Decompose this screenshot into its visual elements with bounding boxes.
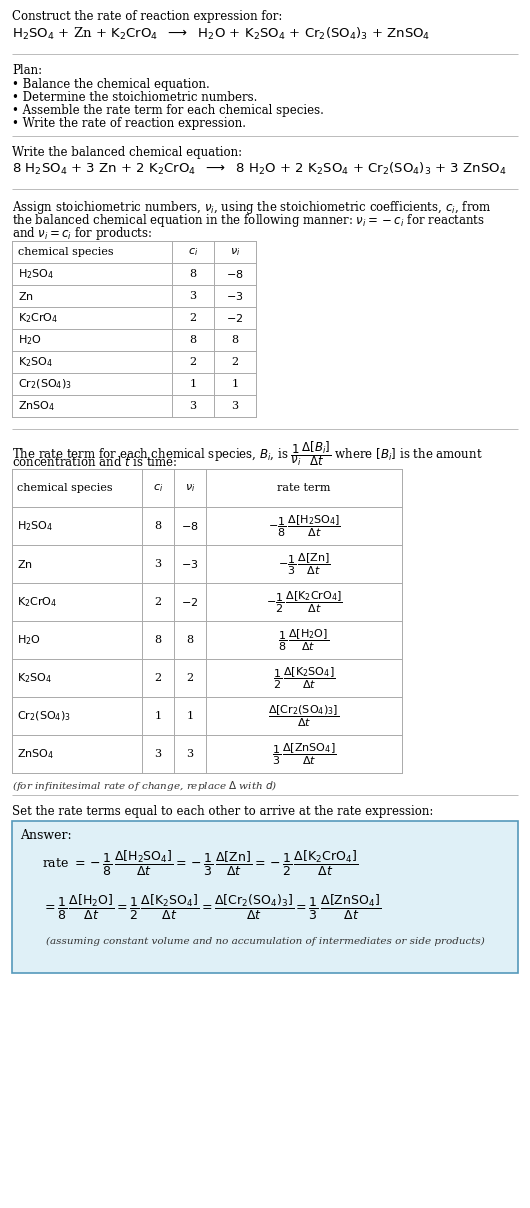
Text: 1: 1 — [187, 712, 193, 721]
Text: 2: 2 — [232, 358, 239, 367]
Text: $c_i$: $c_i$ — [188, 246, 198, 257]
Text: chemical species: chemical species — [17, 483, 112, 493]
Text: $-8$: $-8$ — [181, 519, 199, 532]
Text: $\mathrm{H_2SO_4}$ + Zn + $\mathrm{K_2CrO_4}$  $\longrightarrow$  $\mathrm{H_2O}: $\mathrm{H_2SO_4}$ + Zn + $\mathrm{K_2Cr… — [12, 27, 430, 42]
Text: $\dfrac{1}{8}\,\dfrac{\Delta[\mathrm{H_2O}]}{\Delta t}$: $\dfrac{1}{8}\,\dfrac{\Delta[\mathrm{H_2… — [278, 627, 330, 652]
Text: • Assemble the rate term for each chemical species.: • Assemble the rate term for each chemic… — [12, 104, 324, 117]
Text: $-2$: $-2$ — [226, 312, 244, 324]
Text: $\mathrm{Cr_2(SO_4)_3}$: $\mathrm{Cr_2(SO_4)_3}$ — [17, 709, 71, 722]
Text: $\mathrm{Zn}$: $\mathrm{Zn}$ — [18, 290, 34, 302]
Text: $\mathrm{ZnSO_4}$: $\mathrm{ZnSO_4}$ — [17, 747, 54, 761]
Text: 3: 3 — [154, 749, 162, 759]
Text: 2: 2 — [154, 597, 162, 606]
Text: rate $= -\dfrac{1}{8}\,\dfrac{\Delta[\mathrm{H_2SO_4}]}{\Delta t}= -\dfrac{1}{3}: rate $= -\dfrac{1}{8}\,\dfrac{\Delta[\ma… — [42, 849, 358, 878]
Text: $\mathrm{H_2SO_4}$: $\mathrm{H_2SO_4}$ — [18, 267, 54, 281]
Text: $\dfrac{1}{2}\,\dfrac{\Delta[\mathrm{K_2SO_4}]}{\Delta t}$: $\dfrac{1}{2}\,\dfrac{\Delta[\mathrm{K_2… — [273, 666, 335, 691]
Text: $\mathrm{ZnSO_4}$: $\mathrm{ZnSO_4}$ — [18, 399, 55, 413]
Text: $-2$: $-2$ — [181, 596, 199, 608]
Text: 1: 1 — [232, 379, 239, 389]
Text: $\mathrm{K_2CrO_4}$: $\mathrm{K_2CrO_4}$ — [17, 596, 57, 609]
Text: $-\dfrac{1}{8}\,\dfrac{\Delta[\mathrm{H_2SO_4}]}{\Delta t}$: $-\dfrac{1}{8}\,\dfrac{\Delta[\mathrm{H_… — [268, 513, 340, 539]
Text: concentration and $t$ is time:: concentration and $t$ is time: — [12, 455, 178, 469]
Text: and $\nu_i = c_i$ for products:: and $\nu_i = c_i$ for products: — [12, 225, 153, 242]
Text: • Balance the chemical equation.: • Balance the chemical equation. — [12, 79, 210, 91]
Text: $\mathrm{K_2CrO_4}$: $\mathrm{K_2CrO_4}$ — [18, 312, 58, 325]
Text: 8: 8 — [232, 335, 239, 345]
Text: (assuming constant volume and no accumulation of intermediates or side products): (assuming constant volume and no accumul… — [46, 937, 484, 946]
Text: • Write the rate of reaction expression.: • Write the rate of reaction expression. — [12, 117, 246, 130]
Text: Construct the rate of reaction expression for:: Construct the rate of reaction expressio… — [12, 10, 282, 23]
Text: $= \dfrac{1}{8}\,\dfrac{\Delta[\mathrm{H_2O}]}{\Delta t}= \dfrac{1}{2}\,\dfrac{\: $= \dfrac{1}{8}\,\dfrac{\Delta[\mathrm{H… — [42, 893, 381, 922]
Text: $\mathrm{H_2SO_4}$: $\mathrm{H_2SO_4}$ — [17, 519, 53, 533]
Text: 3: 3 — [154, 559, 162, 569]
Text: Assign stoichiometric numbers, $\nu_i$, using the stoichiometric coefficients, $: Assign stoichiometric numbers, $\nu_i$, … — [12, 199, 492, 216]
Text: 8: 8 — [187, 635, 193, 645]
Text: 8: 8 — [154, 521, 162, 532]
Text: $\mathrm{K_2SO_4}$: $\mathrm{K_2SO_4}$ — [18, 355, 53, 368]
Text: (for infinitesimal rate of change, replace $\Delta$ with $d$): (for infinitesimal rate of change, repla… — [12, 779, 277, 792]
Text: 3: 3 — [232, 401, 239, 411]
Text: • Determine the stoichiometric numbers.: • Determine the stoichiometric numbers. — [12, 91, 258, 104]
Text: rate term: rate term — [277, 483, 331, 493]
Text: $\dfrac{\Delta[\mathrm{Cr_2(SO_4)_3}]}{\Delta t}$: $\dfrac{\Delta[\mathrm{Cr_2(SO_4)_3}]}{\… — [268, 703, 340, 728]
Text: $\mathrm{Zn}$: $\mathrm{Zn}$ — [17, 558, 33, 570]
Text: $c_i$: $c_i$ — [153, 482, 163, 494]
Text: 1: 1 — [154, 712, 162, 721]
Text: 2: 2 — [154, 673, 162, 683]
Text: 3: 3 — [187, 749, 193, 759]
Text: $-3$: $-3$ — [181, 558, 199, 570]
Text: $8\ \mathrm{H_2SO_4}$ + $3\ \mathrm{Zn}$ + $2\ \mathrm{K_2CrO_4}$  $\longrightar: $8\ \mathrm{H_2SO_4}$ + $3\ \mathrm{Zn}$… — [12, 161, 507, 178]
Text: $\mathrm{Cr_2(SO_4)_3}$: $\mathrm{Cr_2(SO_4)_3}$ — [18, 377, 72, 391]
Text: Set the rate terms equal to each other to arrive at the rate expression:: Set the rate terms equal to each other t… — [12, 805, 434, 818]
FancyBboxPatch shape — [12, 821, 518, 972]
Text: The rate term for each chemical species, $B_i$, is $\dfrac{1}{\nu_i}\dfrac{\Delt: The rate term for each chemical species,… — [12, 439, 483, 467]
Text: Plan:: Plan: — [12, 64, 42, 77]
Text: $\mathrm{H_2O}$: $\mathrm{H_2O}$ — [18, 333, 42, 347]
Text: 8: 8 — [189, 269, 197, 279]
Text: $\dfrac{1}{3}\,\dfrac{\Delta[\mathrm{ZnSO_4}]}{\Delta t}$: $\dfrac{1}{3}\,\dfrac{\Delta[\mathrm{ZnS… — [272, 742, 336, 767]
Text: the balanced chemical equation in the following manner: $\nu_i = -c_i$ for react: the balanced chemical equation in the fo… — [12, 211, 485, 230]
Text: $\nu_i$: $\nu_i$ — [185, 482, 195, 494]
Text: Answer:: Answer: — [20, 829, 72, 842]
Text: $-8$: $-8$ — [226, 268, 244, 280]
Text: Write the balanced chemical equation:: Write the balanced chemical equation: — [12, 146, 242, 159]
Text: $\nu_i$: $\nu_i$ — [230, 246, 240, 257]
Text: $-\dfrac{1}{2}\,\dfrac{\Delta[\mathrm{K_2CrO_4}]}{\Delta t}$: $-\dfrac{1}{2}\,\dfrac{\Delta[\mathrm{K_… — [266, 590, 342, 615]
Text: $-\dfrac{1}{3}\,\dfrac{\Delta[\mathrm{Zn}]}{\Delta t}$: $-\dfrac{1}{3}\,\dfrac{\Delta[\mathrm{Zn… — [278, 551, 330, 576]
Text: 2: 2 — [187, 673, 193, 683]
Text: 8: 8 — [189, 335, 197, 345]
Text: $-3$: $-3$ — [226, 290, 244, 302]
Text: 2: 2 — [189, 313, 197, 323]
Text: 1: 1 — [189, 379, 197, 389]
Text: $\mathrm{H_2O}$: $\mathrm{H_2O}$ — [17, 633, 41, 647]
Text: $\mathrm{K_2SO_4}$: $\mathrm{K_2SO_4}$ — [17, 672, 52, 685]
Text: 8: 8 — [154, 635, 162, 645]
Text: 2: 2 — [189, 358, 197, 367]
Text: 3: 3 — [189, 291, 197, 301]
Text: chemical species: chemical species — [18, 246, 113, 257]
Text: 3: 3 — [189, 401, 197, 411]
